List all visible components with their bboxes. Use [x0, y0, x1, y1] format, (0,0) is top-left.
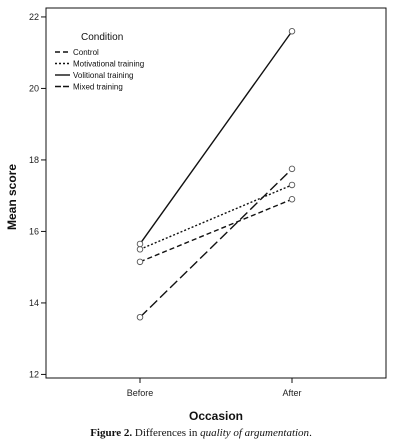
x-axis-title: Occasion [189, 409, 243, 423]
y-axis-title: Mean score [5, 164, 19, 230]
data-point [136, 258, 144, 266]
series-line-2 [139, 184, 293, 250]
data-point [136, 313, 144, 321]
line-chart: 12 14 16 18 20 22 Before After Condition Contr… [5, 7, 387, 423]
series-line-3 [139, 30, 293, 245]
data-point [288, 181, 296, 189]
data-point [136, 246, 144, 253]
y-tick-label: 22 [29, 12, 39, 22]
plot-frame [45, 7, 387, 379]
y-axis: 12 14 16 18 20 22 [29, 12, 46, 379]
figure-label: Figure 2. [90, 427, 133, 439]
caption-end: . [309, 427, 312, 439]
series-points [136, 27, 296, 321]
legend: Condition Control Motivational training Vo… [55, 32, 144, 92]
y-tick-label: 12 [29, 369, 39, 379]
legend-title: Condition [81, 32, 123, 43]
caption-italic: quality of argumentation [200, 427, 310, 439]
series-line-1 [139, 198, 293, 263]
x-tick-label: After [282, 388, 301, 398]
data-point [288, 27, 296, 35]
legend-label: Volitional training [73, 71, 133, 80]
data-point [288, 165, 296, 173]
y-tick-label: 18 [29, 155, 39, 165]
series-lines [139, 30, 293, 318]
y-tick-label: 14 [29, 298, 39, 308]
legend-label: Mixed training [73, 83, 123, 92]
figure-caption: Figure 2. Differences in quality of argu… [0, 427, 402, 439]
x-tick-label: Before [127, 388, 154, 398]
data-point [288, 196, 296, 203]
legend-label: Motivational training [73, 60, 144, 69]
y-tick-label: 20 [29, 83, 39, 93]
x-axis: Before After [127, 378, 302, 398]
caption-text: Differences in [132, 427, 201, 439]
data-point [136, 240, 144, 248]
legend-label: Control [73, 48, 99, 57]
y-tick-label: 16 [29, 226, 39, 236]
series-line-4 [139, 168, 293, 318]
